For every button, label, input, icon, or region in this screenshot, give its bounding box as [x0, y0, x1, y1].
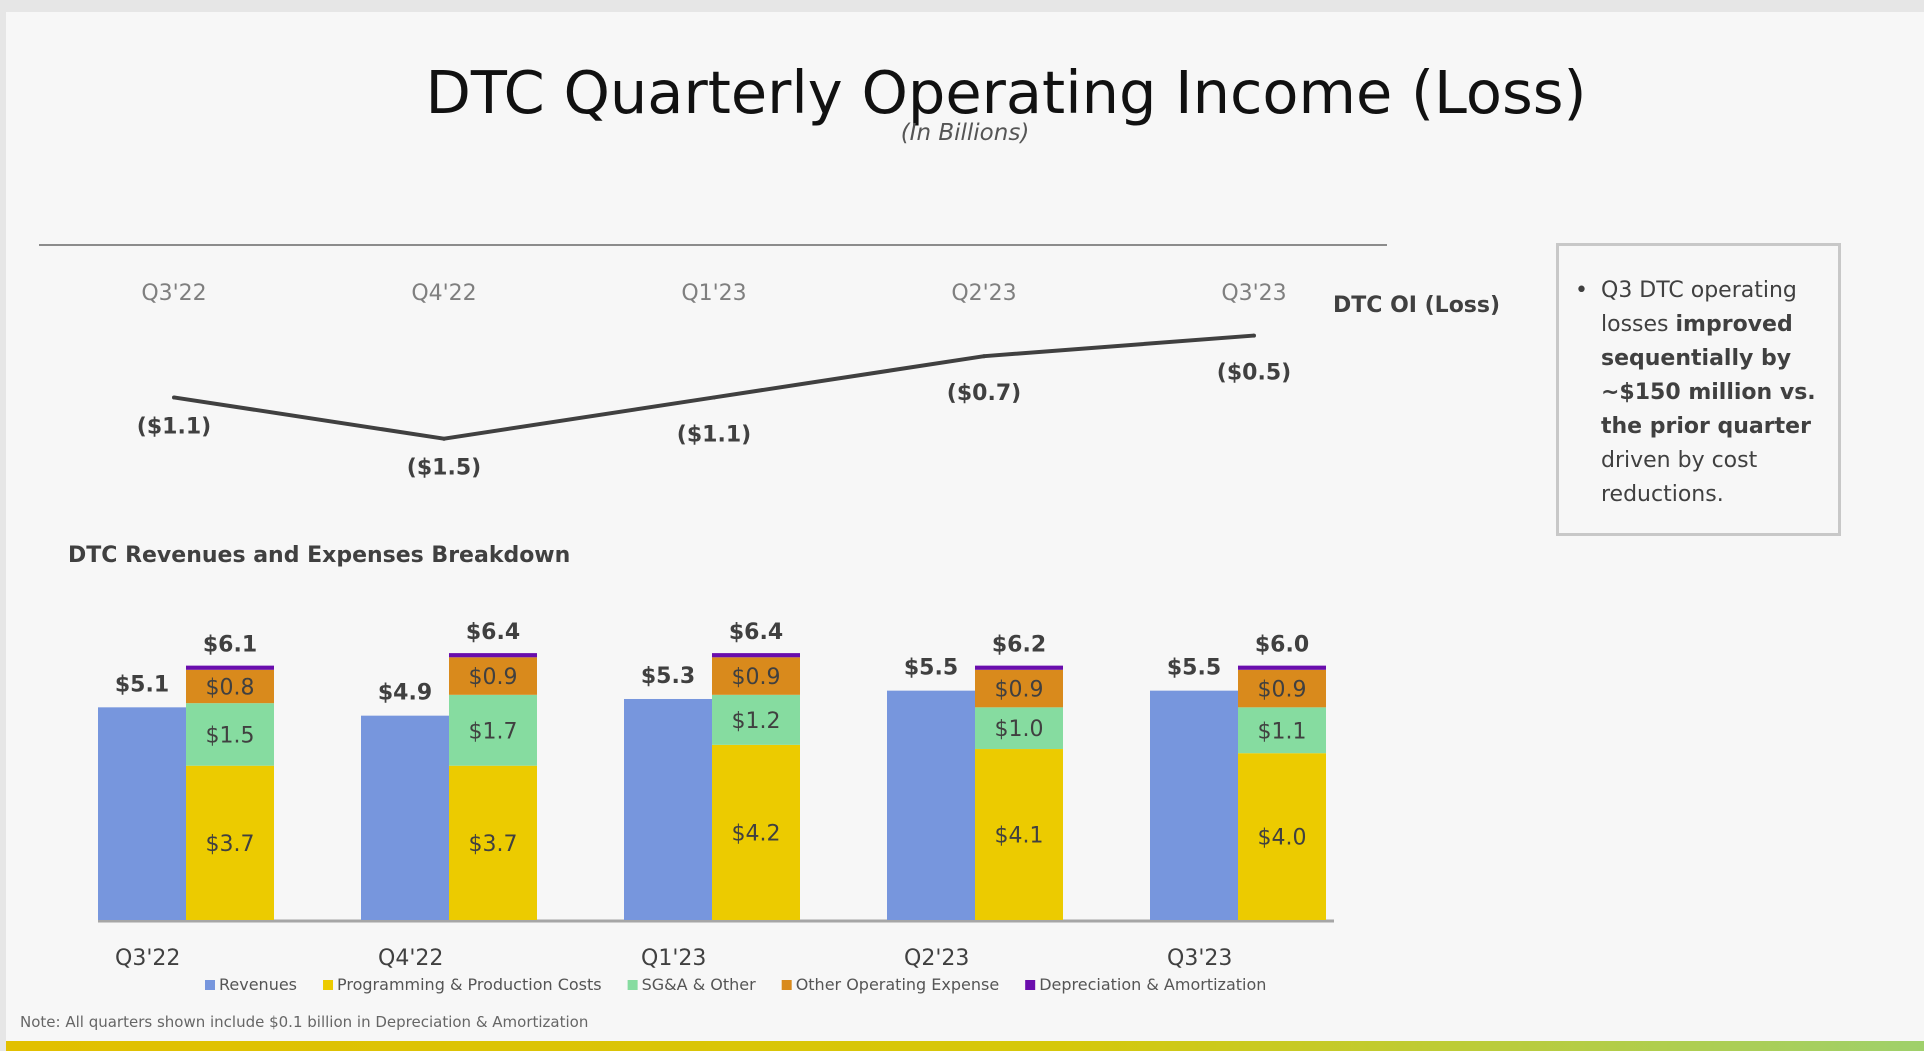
line-point — [172, 395, 176, 400]
line-x-tick-label: Q4'22 — [411, 281, 476, 306]
bar-segment-da — [975, 665, 1063, 670]
slide-canvas: DTC Quarterly Operating Income (Loss) (I… — [20, 58, 1587, 1031]
bar-segment-sga — [1238, 707, 1326, 754]
bar-x-tick-label: Q2'23 — [904, 946, 969, 971]
legend-swatch-sga — [627, 980, 638, 990]
legend-label: Programming & Production Costs — [337, 975, 602, 994]
bar-segment-other_opex — [186, 669, 274, 704]
bar-segment-label: $4.0 — [1258, 826, 1307, 851]
bar-segment-label: $1.2 — [732, 709, 781, 734]
line-x-tick-label: Q1'23 — [681, 281, 746, 306]
legend-label: Depreciation & Amortization — [1039, 975, 1266, 994]
breakdown-title: DTC Revenues and Expenses Breakdown — [68, 543, 570, 568]
bottom-accent-bar — [6, 1041, 1924, 1051]
bar-segment-sga — [449, 694, 537, 766]
bar-segment-label: $0.8 — [206, 675, 255, 700]
line-chart: Q3'22 Q4'22 Q1'23 Q2'23 Q3'23 ($1.1) ($1.5) ($1… — [137, 281, 1291, 481]
bar-segment-programming — [1238, 753, 1326, 920]
bar-x-tick-label: Q3'23 — [1167, 946, 1232, 971]
legend-swatch-revenues — [205, 980, 215, 990]
callout-bullet: • — [1575, 278, 1588, 303]
bar-total-label: $6.2 — [992, 633, 1046, 658]
bar-segment-other_opex — [712, 657, 800, 695]
line-x-tick-label: Q3'23 — [1221, 281, 1286, 306]
bar-x-tick-label: Q1'23 — [641, 946, 706, 971]
bar-segment-da — [186, 665, 274, 670]
bar-revenues — [1150, 690, 1238, 920]
line-data-label: ($1.1) — [137, 414, 211, 439]
line-data-label: ($0.5) — [1217, 361, 1291, 386]
callout-box: • Q3 DTC operating losses improved seque… — [1556, 243, 1841, 536]
line-data-label: ($1.1) — [677, 422, 751, 447]
line-series-label: DTC OI (Loss) — [1333, 293, 1500, 318]
bar-segment-programming — [975, 749, 1063, 920]
bar-segment-label: $0.9 — [1258, 678, 1307, 703]
bar-segment-sga — [186, 703, 274, 766]
bar-revenues — [624, 698, 712, 920]
callout-text: Q3 DTC operating losses improved sequent… — [1601, 274, 1831, 512]
bar-total-label: $6.4 — [466, 620, 520, 645]
bar-revenues-label: $5.1 — [115, 672, 169, 697]
legend-swatch-programming — [323, 980, 334, 990]
bar-total-label: $6.0 — [1255, 633, 1309, 658]
bar-revenues — [361, 715, 449, 920]
bar-segment-label: $0.9 — [995, 678, 1044, 703]
bar-segment-label: $4.2 — [732, 821, 781, 846]
bar-segment-da — [712, 653, 800, 658]
line-x-tick-label: Q2'23 — [951, 281, 1016, 306]
bar-segment-other_opex — [1238, 669, 1326, 708]
bar-segment-sga — [975, 707, 1063, 750]
bar-segment-programming — [712, 744, 800, 920]
callout-text-regular: Q3 DTC operating losses — [1601, 278, 1797, 337]
bar-segment-sga — [712, 694, 800, 745]
slide: DTC Quarterly Operating Income (Loss) (I… — [6, 12, 1924, 1051]
bar-segment-label: $1.1 — [1258, 719, 1307, 744]
bar-segment-da — [449, 653, 537, 658]
page-subtitle: (In Billions) — [901, 120, 1030, 146]
bar-revenues-label: $5.5 — [904, 656, 958, 681]
bar-segment-label: $1.5 — [206, 723, 255, 748]
bar-segment-programming — [186, 765, 274, 920]
bar-segment-label: $1.0 — [995, 717, 1044, 742]
bar-segment-other_opex — [975, 669, 1063, 708]
bar-segment-label: $0.9 — [469, 665, 518, 690]
line-data-label: ($1.5) — [407, 456, 481, 481]
bar-segment-label: $0.9 — [732, 665, 781, 690]
line-point — [442, 436, 446, 441]
legend-label: Other Operating Expense — [796, 975, 1000, 994]
bar-revenues — [98, 707, 186, 920]
bar-segment-other_opex — [449, 657, 537, 695]
page-title: DTC Quarterly Operating Income (Loss) — [426, 58, 1587, 127]
bar-segment-programming — [449, 765, 537, 920]
bar-revenues-label: $4.9 — [378, 681, 432, 706]
footnote: Note: All quarters shown include $0.1 bi… — [20, 1013, 588, 1031]
legend-swatch-other_opex — [781, 980, 792, 990]
line-point — [982, 354, 986, 359]
line-point — [712, 395, 716, 400]
callout-text-bold: improved sequentially by ~$150 million v… — [1601, 312, 1816, 439]
line-point — [1252, 333, 1256, 338]
legend-label: Revenues — [219, 975, 297, 994]
bar-revenues — [887, 690, 975, 920]
bar-chart: $5.1 $3.7 $1.5 $0.8 $6.1 Q3'22 $4.9 $3.7 $1.7 $0.… — [98, 620, 1334, 971]
bar-segment-label: $3.7 — [469, 832, 518, 857]
line-data-label: ($0.7) — [947, 381, 1021, 406]
bar-total-label: $6.1 — [203, 633, 257, 658]
bar-revenues-label: $5.5 — [1167, 656, 1221, 681]
bar-segment-label: $4.1 — [995, 824, 1044, 849]
callout-text-end: driven by cost reductions. — [1601, 448, 1758, 507]
bar-x-tick-label: Q4'22 — [378, 946, 443, 971]
bar-x-tick-label: Q3'22 — [115, 946, 180, 971]
chart-legend: Revenues Programming & Production Costs SG… — [205, 975, 1266, 994]
bar-revenues-label: $5.3 — [641, 664, 695, 689]
bar-segment-da — [1238, 665, 1326, 670]
bar-segment-label: $3.7 — [206, 832, 255, 857]
line-x-tick-label: Q3'22 — [141, 281, 206, 306]
legend-label: SG&A & Other — [642, 975, 756, 994]
bar-segment-label: $1.7 — [469, 719, 518, 744]
legend-swatch-da — [1025, 980, 1036, 990]
bar-total-label: $6.4 — [729, 620, 783, 645]
